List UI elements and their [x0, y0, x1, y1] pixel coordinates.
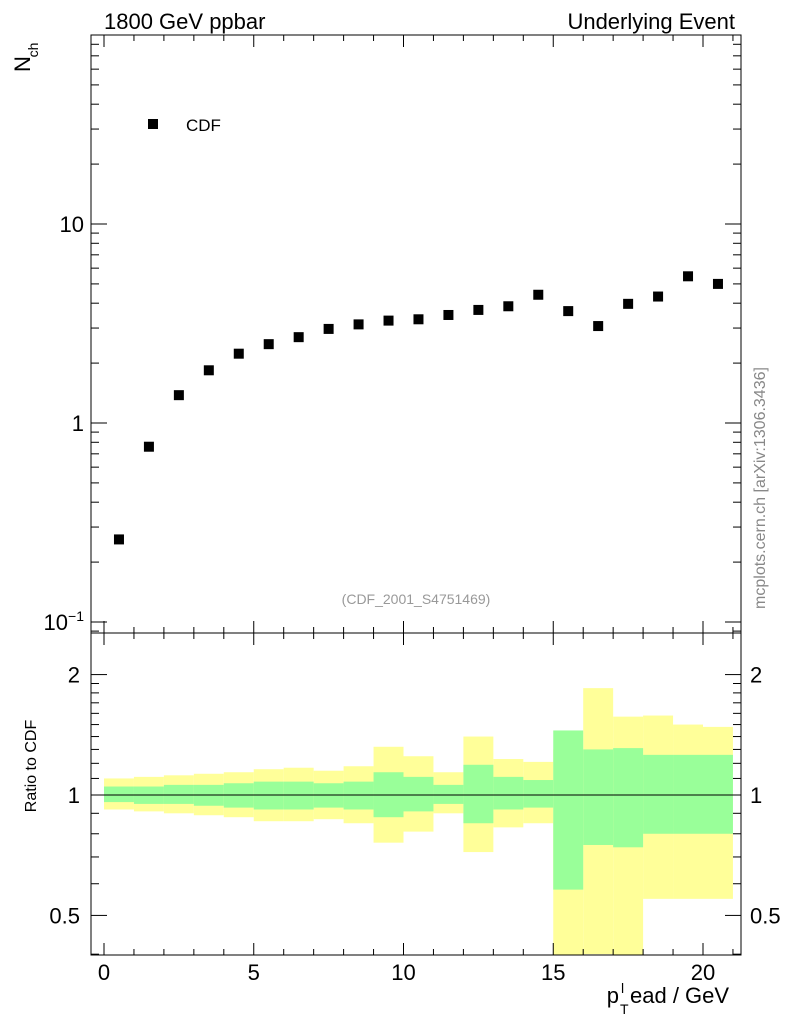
ratio-inner-band-bin — [553, 730, 584, 890]
ratio-inner-band-bin — [583, 749, 614, 845]
data-point — [653, 291, 664, 302]
ratio-inner-band-bin — [433, 784, 464, 804]
data-point — [533, 289, 544, 300]
ratio-y-tick-label-right: 0.5 — [750, 903, 781, 928]
main-y-tick-label: 10 — [60, 212, 84, 237]
main-data-points — [113, 271, 723, 545]
data-point — [563, 306, 574, 317]
ratio-y-axis-label: Ratio to CDF — [23, 720, 40, 813]
header-right: Underlying Event — [567, 9, 735, 34]
main-y-axis-label: N ch — [10, 43, 41, 72]
data-point — [712, 278, 723, 289]
data-point — [233, 348, 244, 359]
x-tick-label: 20 — [691, 960, 715, 985]
ratio-y-tick-label-right: 2 — [750, 663, 762, 688]
ratio-y-tick-label: 1 — [68, 783, 80, 808]
legend: CDF — [148, 116, 221, 135]
data-point — [353, 319, 364, 330]
ratio-panel-frame — [90, 632, 742, 956]
main-y-axis-label-text: N — [10, 56, 35, 72]
data-point — [383, 315, 394, 326]
x-axis-label: p T l ead / GeV — [607, 980, 730, 1017]
ratio-inner-band-bin — [523, 780, 554, 808]
ratio-inner-band-bin — [643, 754, 674, 834]
x-tick-label: 10 — [391, 960, 415, 985]
legend-marker-cdf — [148, 119, 158, 129]
ratio-inner-band-bin — [613, 748, 644, 848]
data-point — [203, 365, 214, 376]
data-point — [473, 304, 484, 315]
ratio-inner-band-bin — [493, 776, 524, 810]
data-point — [593, 321, 604, 332]
main-y-tick-label: 10−1 — [44, 608, 85, 635]
analysis-tag: (CDF_2001_S4751469) — [342, 591, 491, 607]
header-left: 1800 GeV ppbar — [104, 9, 265, 34]
ratio-inner-band-bin — [703, 754, 733, 834]
ratio-inner-band-bin — [403, 776, 434, 812]
x-axis-label-main: p — [607, 983, 619, 1008]
data-point — [143, 441, 154, 452]
watermark: mcplots.cern.ch [arXiv:1306.3436] — [752, 367, 769, 609]
ratio-y-tick-label-right: 1 — [750, 783, 762, 808]
ratio-y-tick-label: 2 — [68, 663, 80, 688]
ratio-inner-band-bin — [463, 764, 494, 824]
main-panel: 10−1 1 10 N ch (CDF_2001_S4751469) CDF — [10, 34, 742, 635]
x-axis-label-sup: l — [621, 980, 624, 996]
x-tick-label: 15 — [541, 960, 565, 985]
ratio-bands — [104, 688, 733, 955]
ratio-inner-band-bin — [283, 781, 314, 810]
data-point — [323, 323, 334, 334]
data-point — [263, 339, 274, 350]
ratio-panel: 0 5 10 15 20 0.5 0.5 1 1 2 2 Ratio to CDF p T l ea… — [23, 632, 781, 1017]
ratio-inner-band-bin — [253, 781, 284, 810]
ratio-inner-band-bin — [163, 784, 194, 804]
legend-label-cdf: CDF — [186, 116, 221, 135]
data-point — [623, 298, 634, 309]
x-axis-label-rest: ead / GeV — [630, 983, 729, 1008]
data-point — [443, 309, 454, 320]
data-point — [413, 314, 424, 325]
ratio-y-tick-label: 0.5 — [49, 903, 80, 928]
main-y-tick-label: 1 — [72, 411, 84, 436]
ratio-axis-ticks: 0 5 10 15 20 0.5 0.5 1 1 2 2 — [49, 633, 781, 985]
data-point — [113, 534, 124, 545]
ratio-inner-band-bin — [104, 786, 134, 803]
main-y-axis-label-sub: ch — [25, 43, 41, 58]
data-point — [293, 332, 304, 343]
ratio-inner-band-bin — [673, 754, 703, 834]
x-tick-label: 5 — [248, 960, 260, 985]
data-point — [503, 301, 514, 312]
data-point — [683, 271, 694, 282]
ratio-inner-band-bin — [343, 781, 374, 810]
data-point — [173, 390, 184, 401]
x-tick-label: 0 — [98, 960, 110, 985]
main-axis-ticks: 10−1 1 10 — [44, 35, 741, 635]
x-axis-label-sub: T — [620, 1001, 629, 1017]
